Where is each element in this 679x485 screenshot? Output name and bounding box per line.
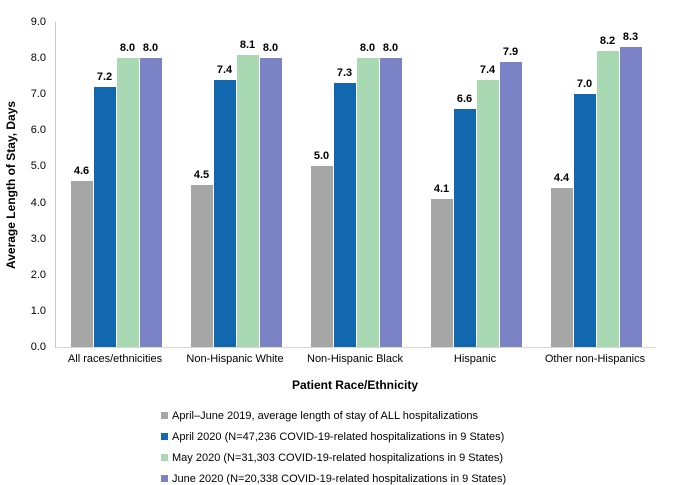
y-tick-label: 3.0 — [30, 232, 46, 245]
bar-group: 4.1 6.6 7.4 7.9 — [416, 22, 536, 347]
bar-value-label: 7.3 — [336, 67, 353, 80]
y-tick-label: 4.0 — [30, 196, 46, 209]
y-tick-label: 5.0 — [30, 160, 46, 173]
legend-swatch-icon — [161, 454, 168, 461]
y-tick-label: 0.0 — [30, 341, 46, 353]
bar: 7.4 — [476, 64, 499, 347]
y-tick-label: 7.0 — [30, 88, 46, 101]
x-category-label: Non-Hispanic White — [186, 353, 284, 365]
y-tick-label: 9.0 — [30, 16, 46, 28]
plot-area: 4.6 7.2 8.0 8.0 4.5 7.4 8.1 8.0 5.0 7.3 8.0 8.0 4.1 6… — [55, 22, 656, 348]
bar: 7.2 — [93, 71, 116, 347]
bar-value-label: 5.0 — [313, 150, 330, 163]
legend-swatch-icon — [161, 412, 168, 419]
bar-groups: 4.6 7.2 8.0 8.0 4.5 7.4 8.1 8.0 5.0 7.3 8.0 8.0 4.1 6… — [56, 22, 656, 347]
legend-item: April 2020 (N=47,236 COVID-19-related ho… — [161, 426, 506, 447]
legend: April–June 2019, average length of stay … — [161, 405, 506, 485]
bar: 8.3 — [619, 31, 642, 347]
y-tick-label: 2.0 — [30, 268, 46, 281]
legend-swatch-icon — [161, 475, 168, 482]
y-axis-tick-labels: 9.0 8.0 7.0 6.0 5.0 4.0 3.0 2.0 1.0 0.0 — [0, 16, 46, 353]
bar-group: 4.6 7.2 8.0 8.0 — [56, 22, 176, 347]
bar-value-label: 7.2 — [96, 71, 113, 83]
bar: 4.4 — [550, 172, 573, 347]
x-category-label: Non-Hispanic Black — [307, 353, 403, 365]
bar: 4.1 — [430, 183, 453, 347]
x-category-label: All races/ethnicities — [67, 353, 163, 365]
bar-value-label: 4.1 — [433, 182, 450, 195]
bar-value-label: 8.0 — [119, 42, 136, 55]
bar-value-label: 8.2 — [599, 34, 616, 47]
bar-value-label: 7.4 — [479, 63, 496, 76]
x-category-label: Hispanic — [453, 353, 497, 365]
x-category-labels: All races/ethnicities Non-Hispanic White N… — [55, 352, 655, 366]
bar-group: 4.5 7.4 8.1 8.0 — [176, 22, 296, 347]
bar: 8.0 — [259, 42, 282, 347]
bar-value-label: 8.0 — [142, 42, 159, 55]
bar-group: 4.4 7.0 8.2 8.3 — [536, 22, 656, 347]
bar: 8.1 — [236, 39, 259, 347]
bar-value-label: 7.4 — [216, 63, 233, 76]
bar: 7.9 — [499, 46, 522, 347]
y-tick-label: 1.0 — [30, 304, 46, 317]
bar: 7.0 — [573, 78, 596, 347]
bar-value-label: 4.4 — [553, 172, 570, 185]
bar: 5.0 — [310, 150, 333, 347]
legend-item: April–June 2019, average length of stay … — [161, 405, 506, 426]
bar: 4.6 — [70, 165, 93, 347]
bar: 8.2 — [596, 35, 619, 347]
bar-value-label: 8.3 — [622, 31, 639, 44]
legend-item: May 2020 (N=31,303 COVID-19-related hosp… — [161, 447, 506, 468]
bar-value-label: 4.6 — [73, 164, 90, 177]
y-tick-label: 8.0 — [30, 52, 46, 65]
bar-group: 5.0 7.3 8.0 8.0 — [296, 22, 416, 347]
bar: 8.0 — [139, 42, 162, 347]
bar: 7.3 — [333, 67, 356, 347]
bar-value-label: 7.9 — [502, 45, 519, 58]
bar-value-label: 8.0 — [262, 42, 279, 55]
bar-value-label: 8.0 — [382, 42, 399, 55]
bar: 8.0 — [356, 42, 379, 347]
x-category-label: Other non-Hispanics — [544, 353, 646, 365]
bar-value-label: 4.5 — [193, 168, 210, 181]
legend-item: June 2020 (N=20,338 COVID-19-related hos… — [161, 468, 506, 485]
bar: 7.4 — [213, 64, 236, 347]
legend-label: April–June 2019, average length of stay … — [172, 409, 478, 422]
bar: 8.0 — [116, 42, 139, 347]
bar-value-label: 8.0 — [359, 42, 376, 55]
bar-value-label: 7.0 — [576, 78, 593, 91]
legend-label: June 2020 (N=20,338 COVID-19-related hos… — [172, 472, 507, 485]
bar: 4.5 — [190, 169, 213, 347]
legend-swatch-icon — [161, 433, 168, 440]
y-tick-label: 6.0 — [30, 124, 46, 137]
bar: 6.6 — [453, 93, 476, 347]
bar-value-label: 6.6 — [456, 92, 473, 105]
bar: 8.0 — [379, 42, 402, 347]
bar-value-label: 8.1 — [239, 38, 256, 51]
x-axis-title: Patient Race/Ethnicity — [291, 378, 419, 392]
legend-label: May 2020 (N=31,303 COVID-19-related hosp… — [172, 451, 504, 464]
legend-label: April 2020 (N=47,236 COVID-19-related ho… — [172, 430, 505, 443]
